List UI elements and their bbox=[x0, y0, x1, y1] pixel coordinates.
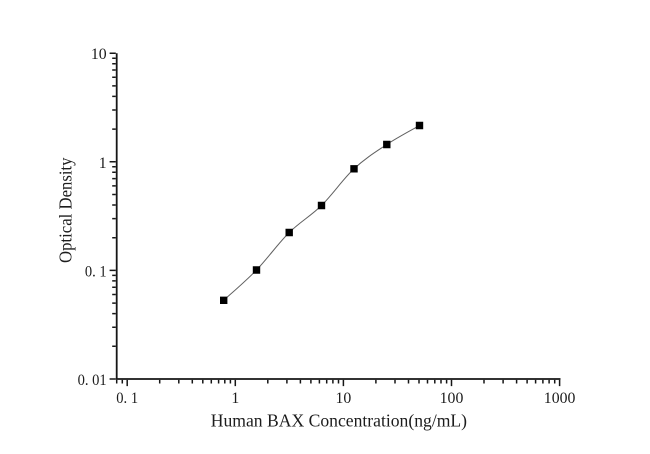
svg-text:1: 1 bbox=[99, 155, 107, 172]
svg-text:0. 1: 0. 1 bbox=[116, 390, 138, 407]
svg-text:Human BAX Concentration(ng/mL): Human BAX Concentration(ng/mL) bbox=[211, 411, 467, 432]
svg-text:0. 01: 0. 01 bbox=[78, 372, 107, 389]
svg-text:100: 100 bbox=[440, 390, 464, 407]
svg-text:1: 1 bbox=[231, 390, 239, 407]
svg-text:10: 10 bbox=[91, 46, 107, 63]
svg-text:1000: 1000 bbox=[544, 390, 576, 407]
svg-text:10: 10 bbox=[336, 390, 352, 407]
svg-text:Optical Density: Optical Density bbox=[55, 157, 75, 263]
svg-text:0. 1: 0. 1 bbox=[85, 263, 107, 280]
